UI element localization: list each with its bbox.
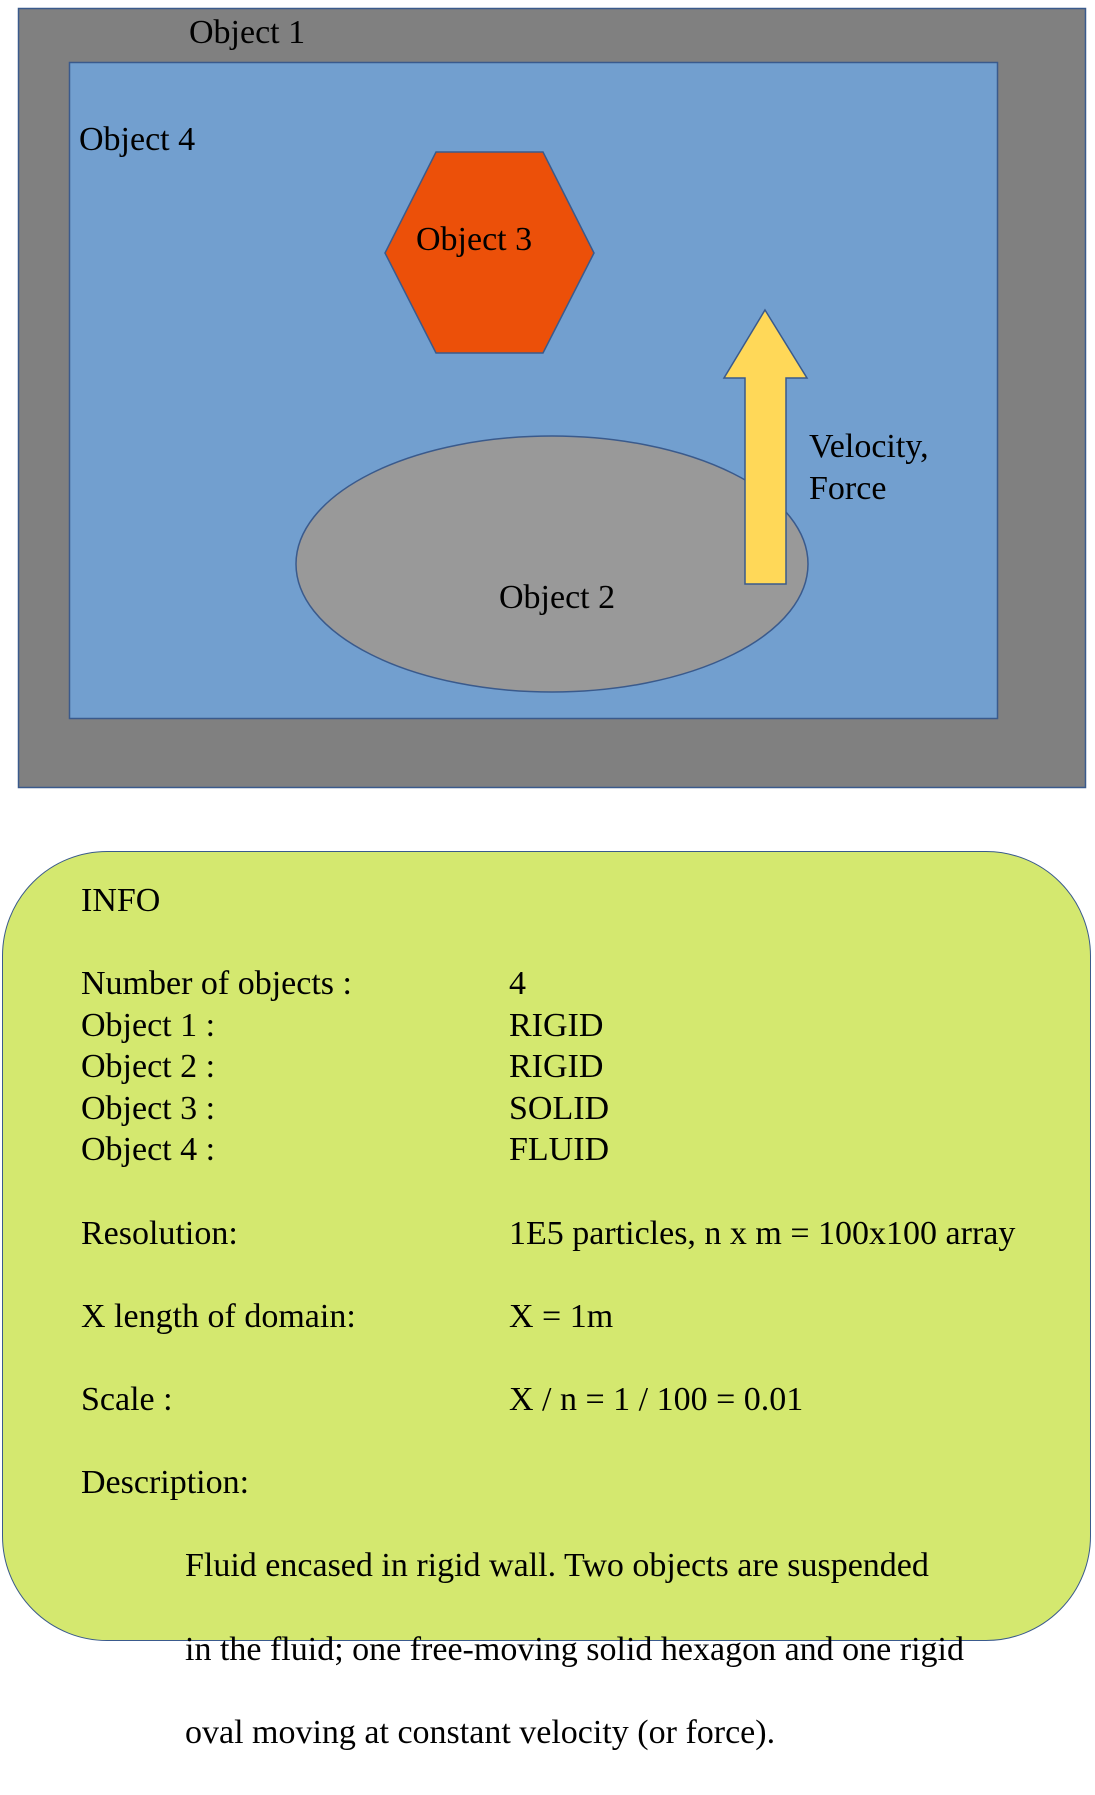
- object-2-label: Object 2: [499, 579, 615, 616]
- domain-length-value: X = 1m: [509, 1297, 614, 1335]
- info-panel: INFO Number of objects : 4 Object 1 : RI…: [2, 851, 1091, 1751]
- description-label: Description:: [81, 1464, 250, 1502]
- resolution-label: Resolution:: [81, 1214, 238, 1252]
- resolution-value: 1E5 particles, n x m = 100x100 array: [509, 1214, 1016, 1252]
- info-row-object-2: Object 2 : RIGID: [81, 1046, 1081, 1088]
- arrow-label-line1: Velocity,: [809, 428, 929, 465]
- info-row-object-4: Object 4 : FLUID: [81, 1129, 1081, 1171]
- scale-value: X / n = 1 / 100 = 0.01: [509, 1380, 804, 1418]
- object-count-label: Number of objects :: [81, 965, 352, 1002]
- description-line: oval moving at constant velocity (or for…: [185, 1713, 776, 1751]
- info-rows: Number of objects : 4 Object 1 : RIGID O…: [81, 963, 1081, 1795]
- description-line: Fluid encased in rigid wall. Two objects…: [185, 1547, 929, 1585]
- object-1-type-value: RIGID: [509, 1006, 604, 1044]
- scale-label: Scale :: [81, 1380, 173, 1418]
- info-title: INFO: [81, 882, 161, 919]
- object-1-type-label: Object 1 :: [81, 1006, 216, 1044]
- object-count-value: 4: [509, 965, 526, 1002]
- info-row-object-count: Number of objects : 4: [81, 963, 1081, 1005]
- simulation-diagram: Object 1 Object 4 Object 3 Object 2 Velo…: [17, 7, 1087, 789]
- object-3-type-label: Object 3 :: [81, 1089, 216, 1127]
- arrow-label-line2: Force: [809, 470, 886, 507]
- info-row-domain-length: X length of domain: X = 1m: [81, 1296, 1081, 1338]
- object-2-type-label: Object 2 :: [81, 1048, 216, 1086]
- object-4-label: Object 4: [79, 121, 195, 158]
- domain-length-label: X length of domain:: [81, 1297, 356, 1335]
- description-line: in the fluid; one free-moving solid hexa…: [185, 1630, 964, 1668]
- description-text: Fluid encased in rigid wall. Two objects…: [81, 1504, 1081, 1795]
- object-3-type-value: SOLID: [509, 1089, 610, 1127]
- object-4-type-value: FLUID: [509, 1131, 610, 1169]
- info-row-object-1: Object 1 : RIGID: [81, 1005, 1081, 1047]
- object-1-label: Object 1: [189, 14, 305, 51]
- info-row-object-3: Object 3 : SOLID: [81, 1088, 1081, 1130]
- velocity-force-arrow: [722, 308, 809, 585]
- object-4-type-label: Object 4 :: [81, 1131, 216, 1169]
- object-3-hexagon: [384, 151, 595, 354]
- object-2-oval: [295, 435, 809, 693]
- info-row-scale: Scale : X / n = 1 / 100 = 0.01: [81, 1379, 1081, 1421]
- info-row-resolution: Resolution: 1E5 particles, n x m = 100x1…: [81, 1213, 1081, 1255]
- info-row-description: Description:: [81, 1462, 1081, 1504]
- object-2-type-value: RIGID: [509, 1048, 604, 1086]
- object-3-label: Object 3: [416, 221, 532, 258]
